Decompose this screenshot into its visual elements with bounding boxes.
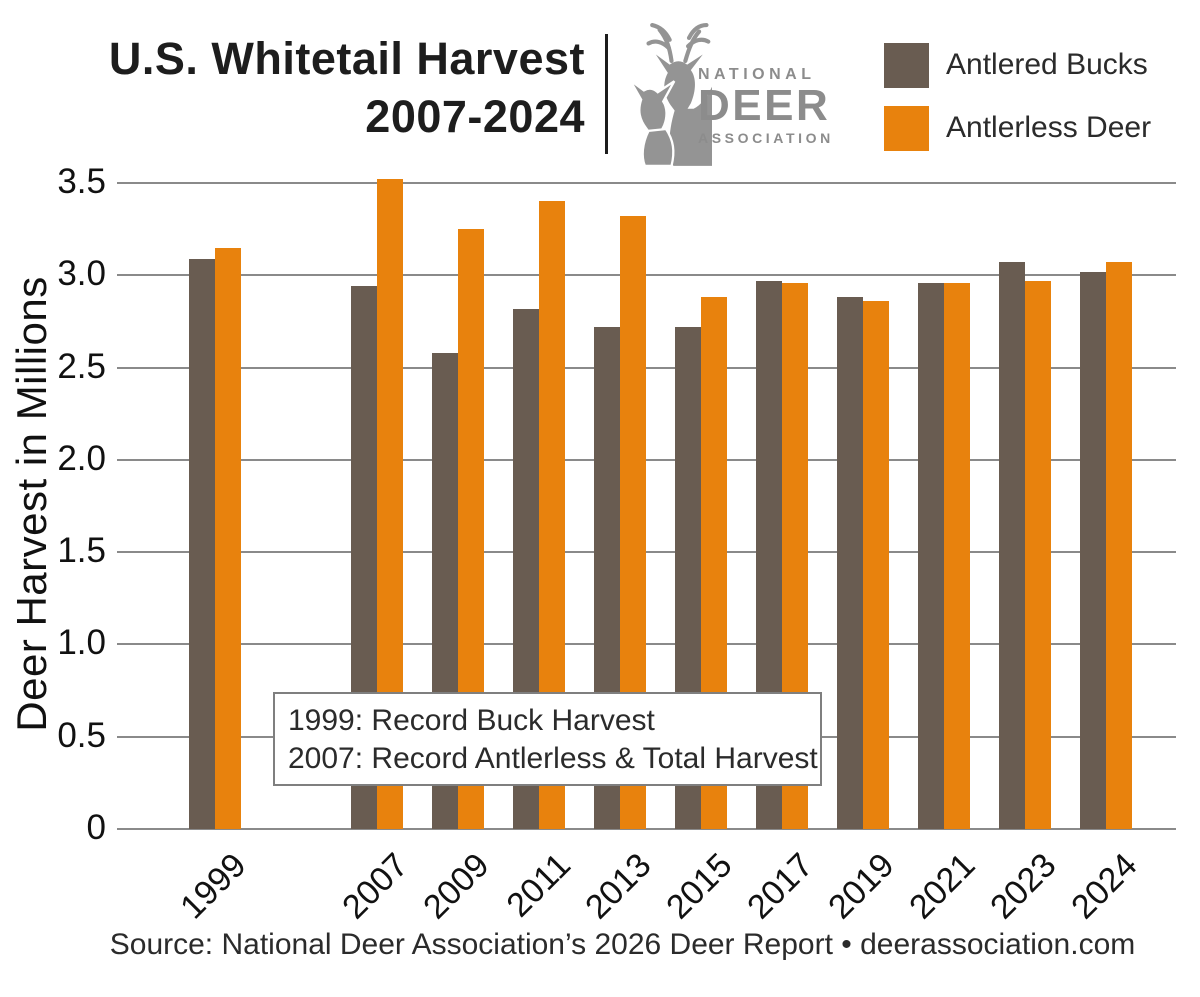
annotation-line1: 1999: Record Buck Harvest [288, 704, 655, 737]
y-tick-label-0.5: 0.5 [57, 715, 106, 755]
antlered-bucks-label: Antlered Bucks [946, 48, 1148, 81]
x-tick-label-2024: 2024 [1064, 846, 1145, 927]
y-tick-label-3.5: 3.5 [57, 162, 106, 201]
bar-2023-antlered-bucks [999, 262, 1025, 829]
bar-1999-antlered-bucks [189, 258, 215, 829]
deer-logo-icon [629, 23, 712, 167]
x-tick-label-2011: 2011 [499, 846, 578, 925]
x-tick-label-2007: 2007 [335, 846, 416, 927]
logo-text-association: ASSOCIATION [698, 130, 834, 146]
chart-title: U.S. Whitetail Harvest 2007-2024 [90, 30, 585, 146]
x-tick-label-2009: 2009 [416, 846, 497, 927]
chart-title-line1: U.S. Whitetail Harvest [108, 33, 585, 84]
annotation-box: 1999: Record Buck Harvest 2007: Record A… [273, 692, 822, 786]
chart-title-line2: 2007-2024 [365, 91, 585, 142]
x-tick-label-2021: 2021 [902, 846, 983, 927]
bar-2021-antlerless-deer [944, 282, 970, 829]
logo-text-deer: DEER [698, 81, 831, 130]
y-tick-label-1.0: 1.0 [57, 623, 106, 663]
legend-item-antlerless-deer: Antlerless Deer [884, 105, 1151, 151]
x-tick-label-2017: 2017 [740, 846, 821, 927]
y-tick-label-3.0: 3.0 [57, 254, 106, 294]
x-tick-label-1999: 1999 [173, 846, 254, 927]
gridline-0 [117, 828, 1176, 830]
gridline-1.5 [117, 551, 1176, 554]
gridline-1.0 [117, 643, 1176, 646]
antlerless-deer-swatch [884, 105, 929, 151]
y-tick-label-2.5: 2.5 [57, 346, 106, 386]
header-divider [605, 34, 608, 154]
y-tick-label-1.5: 1.5 [57, 531, 106, 571]
bar-1999-antlerless-deer [215, 247, 241, 829]
bar-2021-antlered-bucks [918, 282, 944, 829]
antlered-bucks-swatch [884, 42, 929, 88]
x-tick-label-2013: 2013 [578, 846, 659, 927]
bar-2024-antlered-bucks [1080, 271, 1106, 829]
antlerless-deer-label: Antlerless Deer [946, 111, 1152, 144]
logo-text-national: NATIONAL [698, 66, 816, 83]
annotation-line2: 2007: Record Antlerless & Total Harvest [288, 742, 818, 775]
bar-2019-antlerless-deer [863, 301, 889, 829]
x-tick-label-2019: 2019 [821, 846, 902, 927]
y-tick-label-2.0: 2.0 [57, 438, 106, 478]
x-tick-label-2023: 2023 [983, 846, 1064, 927]
bar-2024-antlerless-deer [1106, 262, 1132, 829]
gridline-3.5 [117, 182, 1176, 184]
gridline-2.5 [117, 366, 1176, 369]
source-attribution: Source: National Deer Association’s 2026… [109, 928, 1136, 961]
chart-legend: Antlered Bucks Antlerless Deer [884, 42, 1151, 168]
logo-text: NATIONAL DEER ASSOCIATION [698, 66, 834, 146]
bar-2019-antlered-bucks [837, 297, 863, 829]
x-tick-label-2015: 2015 [659, 846, 740, 927]
legend-item-antlered-bucks: Antlered Bucks [884, 42, 1151, 88]
gridline-2.0 [117, 458, 1176, 461]
gridline-3.0 [117, 274, 1176, 277]
national-deer-association-logo: NATIONAL DEER ASSOCIATION [620, 18, 840, 168]
y-tick-label-0: 0 [86, 808, 106, 847]
bar-2023-antlerless-deer [1025, 280, 1051, 829]
